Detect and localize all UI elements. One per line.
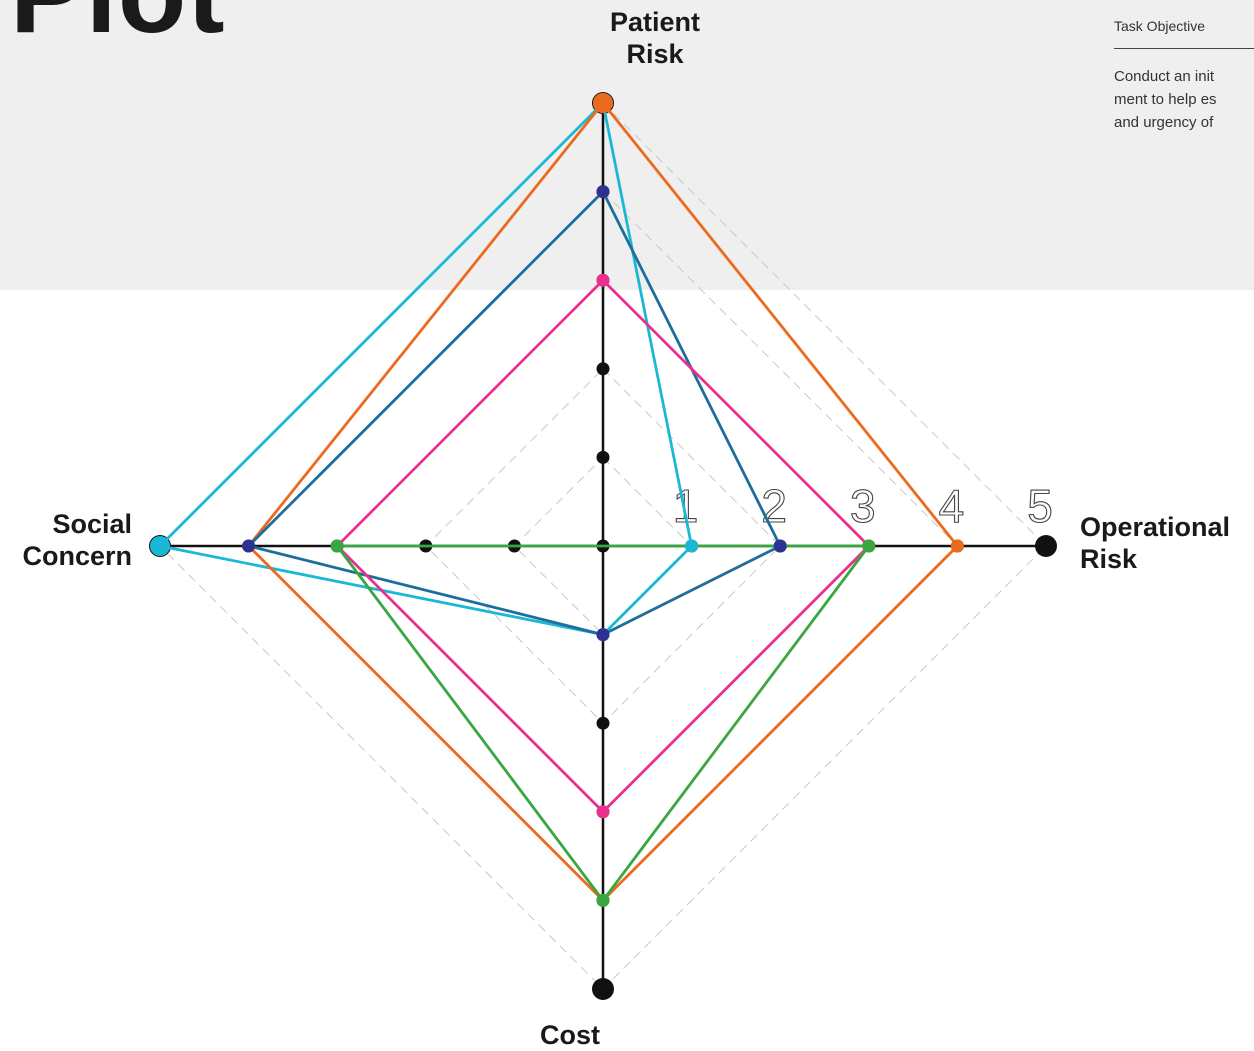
series-point — [242, 539, 256, 553]
series-point — [862, 539, 876, 553]
axis-label: Cost — [540, 1020, 600, 1050]
series-point — [330, 539, 344, 553]
axis-tick-dot — [592, 978, 614, 1000]
page-title: Plot — [10, 0, 226, 50]
series-point — [950, 539, 964, 553]
axis-label-line: Cost — [540, 1020, 600, 1050]
axis-label: Patient Risk — [610, 7, 700, 69]
axis-label-line: Concern — [22, 541, 132, 571]
axis-label-line: Risk — [1080, 544, 1138, 574]
series-point — [685, 539, 699, 553]
panel-label: Task Objective — [1114, 18, 1206, 34]
axis-label-line: Social — [52, 509, 132, 539]
tick-label: 5 — [1027, 480, 1053, 532]
axis-tick-dot — [596, 716, 610, 730]
series-point — [150, 536, 170, 556]
axis-label-line: Patient — [610, 7, 700, 37]
tick-label: 4 — [939, 480, 965, 532]
series-point — [596, 805, 610, 819]
panel-divider — [1114, 48, 1254, 49]
axis-tick-dot — [1035, 535, 1057, 557]
axis-label-line: Operational — [1080, 512, 1230, 542]
axis-tick-dot — [596, 362, 610, 376]
axis-label-line: Risk — [626, 39, 684, 69]
tick-label: 3 — [850, 480, 876, 532]
axis-label: Social Concern — [22, 509, 132, 571]
series-point — [593, 93, 613, 113]
axis-label: Operational Risk — [1080, 512, 1230, 574]
series-layer — [150, 93, 964, 907]
tick-label: 1 — [673, 480, 699, 532]
series-point — [596, 185, 610, 199]
grid-ring — [513, 456, 693, 636]
series-point — [773, 539, 787, 553]
series-point — [596, 273, 610, 287]
tick-layer: 1 2 3 4 5 — [672, 479, 1053, 532]
panel-line: Conduct an init — [1114, 68, 1215, 85]
series-point — [596, 893, 610, 907]
series-polygon — [247, 190, 782, 636]
task-objective-panel: Task Objective Conduct an init ment to h… — [1114, 18, 1254, 134]
panel-body: Conduct an init ment to help es and urge… — [1114, 65, 1254, 134]
panel-line: and urgency of — [1114, 114, 1214, 131]
tick-label: 2 — [761, 480, 787, 532]
panel-line: ment to help es — [1114, 91, 1217, 108]
axis-tick-dot — [596, 450, 610, 464]
series-point — [596, 628, 610, 642]
